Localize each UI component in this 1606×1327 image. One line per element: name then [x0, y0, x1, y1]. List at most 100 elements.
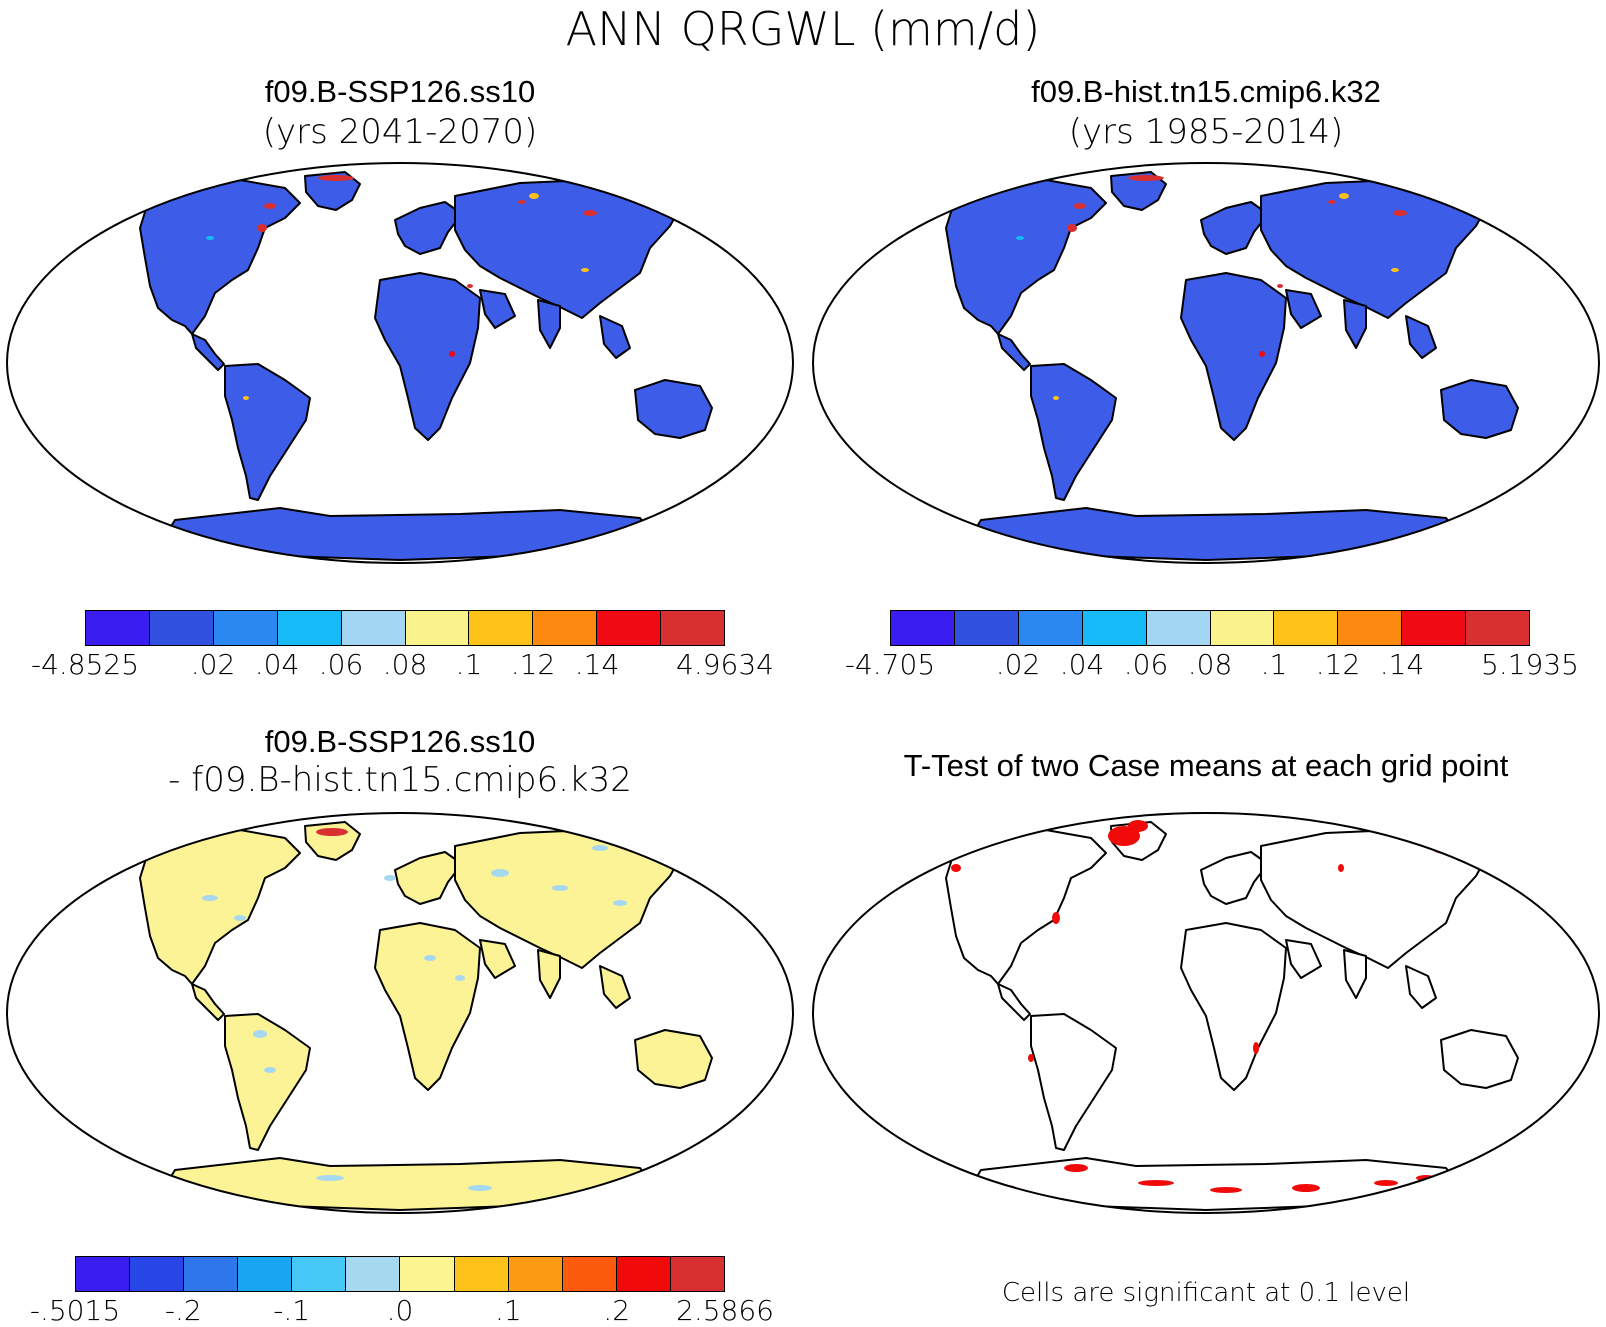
anomaly-spot [264, 203, 276, 209]
continent-europe [1200, 201, 1269, 255]
colorbar-box [341, 611, 406, 645]
anomaly-spot [1128, 175, 1164, 181]
continent-seAsia [1405, 965, 1437, 1009]
map-outline [812, 162, 1600, 564]
significant-cell [1108, 826, 1140, 846]
colorbar-box [76, 1257, 131, 1291]
colorbar-label: -.5015 [29, 1294, 121, 1327]
colorbar-label: .06 [1123, 648, 1169, 681]
panel2-map [812, 162, 1600, 564]
anomaly-spot [257, 224, 267, 232]
significant-cell [1292, 1184, 1320, 1192]
continent-arabia [479, 289, 516, 329]
continent-centralAmerica [997, 983, 1031, 1021]
continent-africa [374, 272, 481, 441]
land-layer [945, 171, 1519, 561]
difference-spot [468, 1185, 492, 1191]
colorbar-label: .0 [386, 1294, 414, 1327]
difference-spot [253, 1030, 267, 1038]
colorbar-label: -.1 [273, 1294, 311, 1327]
continent-southAmerica [224, 363, 311, 501]
significant-cell [1138, 1180, 1174, 1186]
land-layer [945, 820, 1519, 1211]
difference-spot [316, 1175, 344, 1181]
figure-title: ANN QRGWL (mm/d) [565, 2, 1041, 56]
panel2-subtitle: (yrs 1985-2014) [1068, 112, 1344, 152]
difference-spot [384, 875, 396, 881]
continent-australia [634, 379, 713, 439]
anomaly-spot [581, 268, 589, 272]
continent-centralAmerica [191, 333, 225, 371]
continent-india [1343, 949, 1367, 999]
anomaly-spot [518, 200, 526, 204]
colorbar-box [562, 1257, 617, 1291]
colorbar-label: .14 [574, 648, 620, 681]
colorbar-label: .02 [190, 648, 236, 681]
significance-note: Cells are significant at 0.1 level [1001, 1278, 1411, 1308]
continent-india [537, 949, 561, 999]
significant-cell [951, 864, 961, 872]
anomaly-spot [583, 210, 597, 216]
anomaly-spot [467, 284, 473, 288]
anomaly-spot [1393, 210, 1407, 216]
colorbar-box [86, 611, 150, 645]
colorbar-box [469, 611, 534, 645]
significant-cell [1128, 820, 1148, 832]
continent-arabia [1285, 289, 1322, 329]
colorbar-box [149, 611, 214, 645]
significant-cell [1210, 1187, 1242, 1193]
continent-southAmerica [224, 1013, 311, 1151]
continent-greenland [304, 821, 361, 861]
panel2-title: f09.B-hist.tn15.cmip6.k32 [1031, 74, 1381, 109]
colorbar-label: .12 [510, 648, 556, 681]
panel1-map [6, 162, 794, 564]
panel3-colorbar [75, 1256, 725, 1292]
significant-cell [1253, 1042, 1259, 1054]
colorbar-box [400, 1257, 455, 1291]
anomaly-spot [206, 236, 214, 240]
difference-spot [491, 869, 509, 877]
anomaly-spot [1016, 236, 1024, 240]
colorbar-label: .06 [318, 648, 364, 681]
continent-europe [394, 201, 463, 255]
significant-cell [1052, 912, 1060, 924]
colorbar-label: .08 [1187, 648, 1233, 681]
anomaly-spot [449, 351, 455, 357]
land-layer [139, 821, 713, 1211]
continent-antarctica [164, 507, 651, 561]
colorbar-box [213, 611, 278, 645]
colorbar-box [1402, 611, 1467, 645]
significant-cell [1432, 842, 1460, 854]
continent-southAmerica [1030, 363, 1117, 501]
colorbar-label: .14 [1379, 648, 1425, 681]
map-outline [6, 162, 794, 564]
colorbar-label: .1 [455, 648, 483, 681]
anomaly-spot [1259, 351, 1265, 357]
colorbar-label: .04 [1059, 648, 1105, 681]
difference-spot [639, 845, 651, 851]
panel1-colorbar [85, 610, 725, 646]
continent-australia [1440, 1029, 1519, 1089]
continent-antarctica [164, 1157, 651, 1211]
continent-greenland [304, 171, 361, 211]
continent-arabia [1285, 939, 1322, 979]
difference-spot [455, 975, 465, 981]
panel1-subtitle: (yrs 2041-2070) [262, 112, 538, 152]
difference-spot [424, 955, 436, 961]
colorbar-box [891, 611, 955, 645]
continent-africa [374, 922, 481, 1091]
continent-africa [1180, 272, 1287, 441]
colorbar-label: .2 [603, 1294, 631, 1327]
difference-spot [613, 900, 627, 906]
continent-australia [1440, 379, 1519, 439]
colorbar-label: .04 [254, 648, 300, 681]
colorbar-label: 4.9634 [676, 648, 774, 681]
colorbar-label: -4.8525 [30, 648, 140, 681]
anomaly-spot [318, 175, 354, 181]
colorbar-box [597, 611, 662, 645]
continent-northAmerica [139, 179, 301, 335]
anomaly-spot [1444, 194, 1456, 202]
colorbar-box [1274, 611, 1339, 645]
anomaly-spot [1053, 396, 1059, 400]
difference-spot [202, 895, 218, 901]
